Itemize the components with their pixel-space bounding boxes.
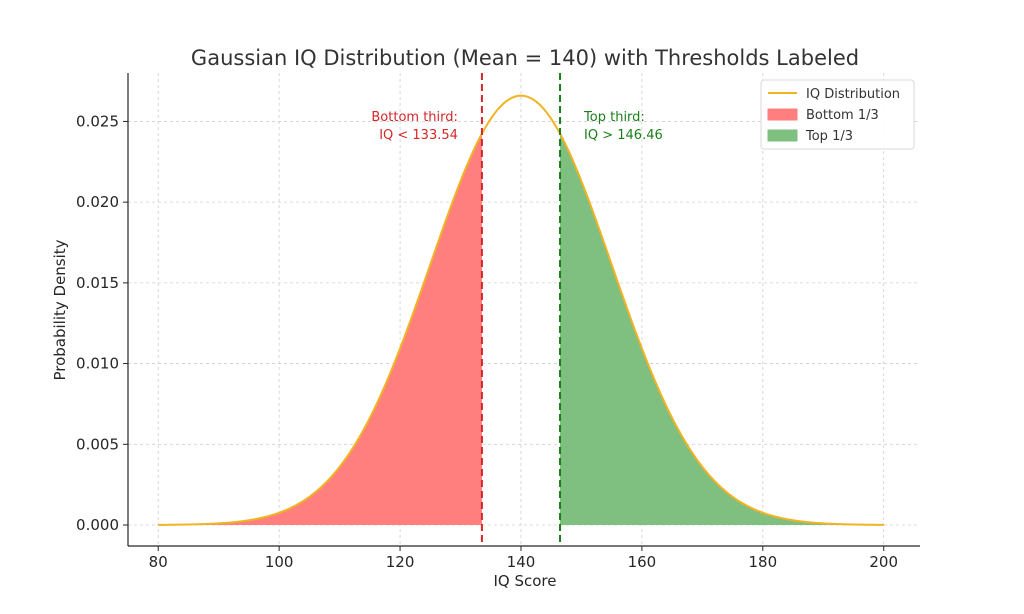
y-tick-label: 0.025 (76, 112, 119, 130)
legend-label: IQ Distribution (806, 87, 900, 102)
fill-bottom-1-3 (158, 133, 482, 526)
legend-box (760, 79, 915, 150)
x-tick-label: 80 (149, 553, 168, 571)
y-tick-label: 0.015 (76, 274, 119, 292)
x-tick-label: 160 (628, 553, 657, 571)
x-tick-label: 180 (748, 553, 777, 571)
fill-top-1-3 (560, 133, 884, 526)
y-axis-label: Probability Density (51, 239, 69, 380)
threshold-label: Top third: (583, 110, 645, 125)
x-tick-label: 140 (507, 553, 536, 571)
legend: IQ Distribution Bottom 1/3 Top 1/3 (760, 79, 915, 150)
curve (158, 94, 884, 526)
axes (127, 73, 920, 547)
x-axis-label: IQ Score (493, 572, 556, 590)
threshold-label: Bottom third: (371, 110, 458, 125)
y-ticks: 0.000 0.005 0.010 0.015 0.020 0.025 (76, 112, 128, 534)
x-tick-label: 120 (386, 553, 415, 571)
threshold-value-label: IQ < 133.54 (379, 128, 458, 143)
x-tick-label: 100 (265, 553, 294, 571)
thresholds (480, 73, 562, 546)
x-ticks: 80 100 120 140 160 180 200 (149, 546, 898, 571)
threshold-value-label: IQ > 146.46 (584, 128, 663, 143)
chart-title: Gaussian IQ Distribution (Mean = 140) wi… (191, 46, 859, 70)
legend-swatch (767, 129, 798, 142)
legend-label: Bottom 1/3 (806, 108, 879, 123)
legend-swatch (767, 108, 798, 121)
iq-distribution-line (158, 94, 884, 526)
y-tick-label: 0.020 (76, 193, 119, 211)
legend-label: Top 1/3 (805, 129, 853, 144)
fills (158, 133, 884, 526)
y-tick-label: 0.005 (76, 435, 119, 453)
x-tick-label: 200 (869, 553, 898, 571)
annotations: Bottom third: IQ < 133.54 Top third: IQ > 1… (371, 110, 662, 143)
y-tick-label: 0.010 (76, 355, 119, 373)
y-tick-label: 0.000 (76, 516, 119, 534)
